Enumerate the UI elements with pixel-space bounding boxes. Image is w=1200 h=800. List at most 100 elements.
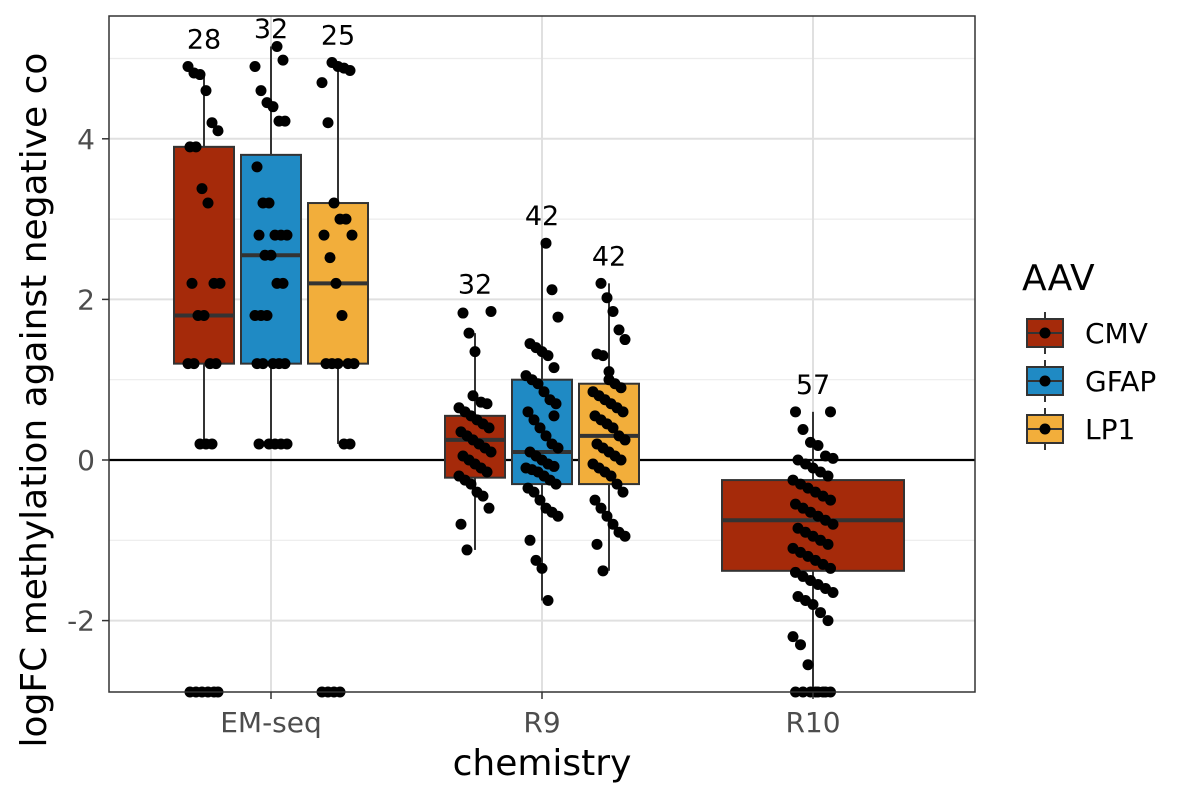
data-point — [827, 452, 839, 464]
data-point — [601, 510, 613, 522]
data-point — [271, 40, 283, 52]
data-point — [186, 277, 198, 289]
data-point — [477, 490, 489, 502]
data-point — [597, 565, 609, 577]
data-point — [253, 438, 265, 450]
data-point — [607, 422, 619, 434]
data-point — [455, 518, 467, 530]
legend-label: CMV — [1085, 317, 1148, 350]
count-label: 25 — [321, 21, 355, 52]
data-point — [330, 277, 342, 289]
y-tick-label: 2 — [77, 283, 95, 316]
data-point — [522, 406, 534, 418]
data-point — [316, 77, 328, 89]
count-label: 32 — [458, 269, 492, 300]
data-point — [603, 366, 615, 378]
data-point — [265, 249, 277, 261]
data-point — [613, 324, 625, 336]
data-point — [528, 414, 540, 426]
data-point — [318, 229, 330, 241]
box-em-seq-lp1 — [307, 62, 369, 444]
data-point — [825, 406, 836, 418]
box-r10-cmv — [721, 411, 905, 692]
data-point — [619, 530, 631, 542]
data-point — [607, 305, 619, 317]
data-point — [542, 350, 554, 362]
data-point — [795, 639, 806, 651]
data-point — [802, 659, 814, 671]
data-point — [619, 334, 631, 346]
data-point — [200, 85, 212, 97]
legend-key-point — [1039, 327, 1051, 339]
data-point — [552, 510, 564, 522]
data-point — [465, 478, 477, 490]
legend-label: GFAP — [1085, 365, 1156, 398]
data-point — [595, 277, 607, 289]
data-point — [552, 442, 564, 454]
data-point — [190, 141, 202, 153]
data-point — [483, 502, 495, 514]
count-label: 57 — [796, 370, 830, 401]
data-point — [787, 631, 799, 643]
data-point — [457, 307, 469, 319]
data-point — [528, 486, 540, 498]
data-point — [597, 350, 609, 362]
data-point — [332, 358, 344, 370]
data-point — [206, 438, 218, 450]
data-point — [281, 229, 293, 241]
data-point — [552, 311, 564, 323]
data-point — [198, 309, 210, 321]
data-point — [540, 237, 552, 249]
data-point — [617, 486, 629, 498]
legend-items: CMV GFAP LP1 — [1026, 312, 1156, 450]
data-point — [812, 440, 824, 452]
data-point — [257, 358, 269, 370]
data-point — [548, 410, 560, 422]
data-point — [202, 197, 214, 209]
data-point — [530, 554, 542, 566]
data-point — [534, 494, 546, 506]
data-point — [322, 117, 334, 129]
data-point — [605, 470, 617, 482]
data-point — [279, 115, 291, 127]
count-label: 42 — [525, 201, 559, 232]
data-point — [348, 358, 360, 370]
data-point — [607, 518, 619, 530]
data-point — [196, 183, 208, 195]
data-point — [281, 438, 293, 450]
data-point — [538, 386, 550, 398]
data-point — [214, 277, 226, 289]
data-point — [324, 252, 336, 264]
y-tick-layer: -2 0 2 4 — [67, 123, 109, 638]
count-label: 42 — [592, 241, 626, 272]
x-tick-label: R9 — [523, 706, 560, 739]
data-point — [595, 502, 607, 514]
data-point — [261, 309, 273, 321]
y-tick-label: 4 — [77, 123, 95, 156]
legend-label: LP1 — [1085, 413, 1135, 446]
data-point — [255, 85, 267, 97]
data-point — [827, 586, 839, 598]
data-point — [532, 378, 544, 390]
data-point — [827, 518, 839, 530]
box-body — [173, 145, 235, 365]
data-point — [481, 466, 493, 478]
legend-item-cmv: CMV — [1026, 312, 1148, 354]
data-point — [340, 213, 352, 225]
data-point — [524, 534, 536, 546]
y-axis-title: logFC methylation against negative co — [14, 53, 55, 748]
data-point — [540, 430, 552, 442]
data-point — [344, 65, 356, 77]
data-point — [548, 362, 560, 374]
count-label-layer: 28 32 25 32 42 42 57 — [187, 14, 830, 401]
data-point — [822, 538, 834, 550]
data-point — [249, 61, 261, 73]
x-tick-label: R10 — [785, 706, 840, 739]
data-point — [601, 292, 613, 304]
data-point — [469, 346, 481, 358]
data-point — [346, 229, 358, 241]
data-point — [550, 398, 562, 410]
data-point — [591, 538, 603, 550]
legend-title: AAV — [1022, 258, 1095, 299]
